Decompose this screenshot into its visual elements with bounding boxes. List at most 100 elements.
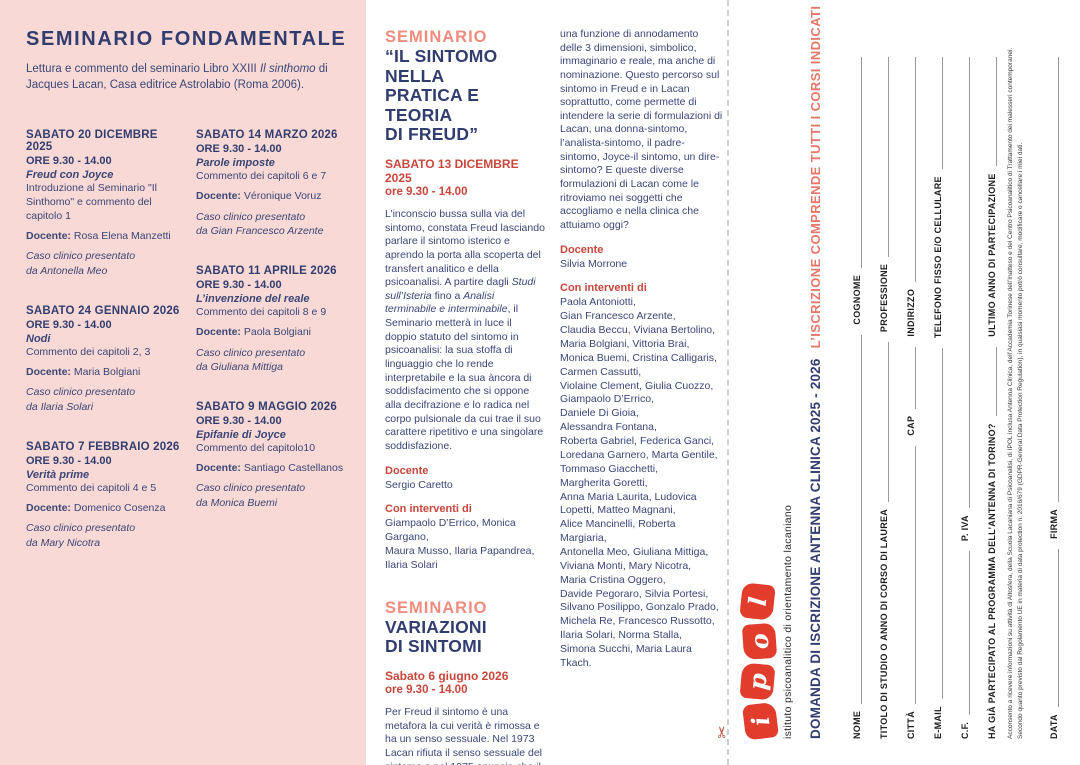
- session-caso: Caso clinico presentato da Ilaria Solari: [26, 386, 136, 413]
- form-row: C.F. P. IVA: [943, 57, 970, 739]
- seminar-2-block: SEMINARIO VARIAZIONI DI SINTOMI Sabato 6…: [385, 599, 545, 765]
- session-time: ORE 9.30 - 14.00: [26, 318, 112, 331]
- ipol-logo: i p o l: [739, 14, 779, 741]
- session-block: SABATO 7 FEBBRAIO 2026 ORE 9.30 - 14.00 …: [26, 441, 180, 551]
- docente-label: Docente: [560, 243, 604, 256]
- session-caso: Caso clinico presentato da Gian Francesc…: [196, 210, 324, 238]
- intro-book-title: Il sinthomo: [259, 63, 316, 75]
- form-note: L’ISCRIZIONE COMPRENDE TUTTI I CORSI IND…: [808, 5, 823, 349]
- session-block: SABATO 24 GENNAIO 2026 ORE 9.30 - 14.00 …: [26, 305, 180, 415]
- page-title: SEMINARIO FONDAMENTALE: [26, 28, 347, 50]
- field-label-ultimo-anno: ULTIMO ANNO DI PARTECIPAZIONE: [987, 173, 997, 337]
- seminar-column-1: SEMINARIO “IL SINTOMO NELLA PRATICA E TE…: [385, 28, 545, 765]
- seminar-column-2: una funzione di annodamento delle 3 dime…: [560, 28, 723, 671]
- form-row: HA GIÀ PARTECIPATO AL PROGRAMMA DELL’ANT…: [970, 57, 997, 739]
- session-date: SABATO 14 MARZO 2026: [196, 129, 338, 142]
- field-label-cap: CAP: [906, 415, 916, 436]
- field-label-citta: CITTÀ: [906, 711, 916, 739]
- form-row: CITTÀ CAP INDIRIZZO: [889, 57, 916, 739]
- session-title: Freud con Joyce: [26, 169, 114, 182]
- session-time: ORE 9.30 - 14.00: [196, 414, 282, 427]
- session-date: SABATO 11 APRILE 2026: [196, 265, 337, 278]
- session-date: SABATO 7 FEBBRAIO 2026: [26, 440, 180, 453]
- cut-dashed-line: [727, 0, 729, 765]
- form-row: NOME COGNOME: [835, 57, 862, 739]
- interventi-label: Con interventi di: [385, 503, 472, 516]
- logo-letter-o: o: [741, 622, 778, 660]
- form-row: TITOLO DI STUDIO O ANNO DI CORSO DI LAUR…: [862, 57, 889, 739]
- registration-form-rotated: i p o l istituto psicoanalitico di orien…: [728, 0, 1080, 765]
- session-time: ORE 9.30 - 14.00: [196, 279, 282, 292]
- sessions-grid: SABATO 20 DICEMBRE 2025 ORE 9.30 - 14.00…: [26, 129, 350, 550]
- form-rows: NOME COGNOME TITOLO DI STUDIO O ANNO DI …: [835, 14, 997, 739]
- session-title: Epifanie di Joyce: [196, 428, 286, 441]
- session-caso: Caso clinico presentato da Monica Buemi: [196, 482, 306, 510]
- seminar-time: ore 9.30 - 14.00: [385, 185, 468, 198]
- session-date: SABATO 20 DICEMBRE 2025: [26, 129, 158, 154]
- seminar-title: VARIAZIONI DI SINTOMI: [385, 616, 487, 657]
- docente-name: Silvia Morrone: [560, 257, 628, 270]
- form-title: DOMANDA DI ISCRIZIONE ANTENNA CLINICA 20…: [808, 358, 823, 739]
- privacy-line-2: Secondo quanto previsto dal Regolamento …: [1017, 142, 1025, 739]
- interventi-names: Giampaolo D’Errico, Monica Gargano, Maur…: [385, 517, 535, 571]
- session-desc: Commento dei capitoli 2, 3: [26, 345, 151, 358]
- seminar-body: L’inconscio bussa sulla via del sintomo,…: [385, 207, 545, 452]
- field-label-cognome: COGNOME: [852, 274, 862, 325]
- session-docente: Docente: Maria Bolgiani: [26, 365, 141, 378]
- seminar-date: SABATO 13 DICEMBRE 2025: [385, 156, 519, 185]
- field-label-nome: NOME: [852, 710, 862, 739]
- session-date: SABATO 9 MAGGIO 2026: [196, 400, 337, 413]
- session-date: SABATO 24 GENNAIO 2026: [26, 304, 180, 317]
- form-row: DATA FIRMA: [1032, 57, 1060, 739]
- logo-letter-i: i: [741, 701, 779, 741]
- seminar-kicker: SEMINARIO: [385, 598, 488, 617]
- field-label-data: DATA: [1049, 714, 1060, 739]
- session-docente: Docente: Rosa Elena Manzetti: [26, 229, 171, 242]
- session-title: L’invenzione del reale: [196, 293, 310, 306]
- session-block: SABATO 20 DICEMBRE 2025 ORE 9.30 - 14.00…: [26, 129, 180, 279]
- field-label-piva: P. IVA: [960, 515, 970, 542]
- session-caso: Caso clinico presentato da Giuliana Mitt…: [196, 346, 306, 374]
- write-line: [995, 57, 997, 167]
- docente-label: Docente: [385, 464, 429, 477]
- session-desc: Commento dei capitoli 6 e 7: [196, 170, 327, 183]
- session-docente: Docente: Santiago Castellanos: [196, 461, 344, 474]
- form-row: E-MAIL TELEFONO FISSO E/O CELLULARE: [916, 57, 943, 739]
- seminar-time: ore 9.30 - 14.00: [385, 683, 468, 696]
- interventi-label: Con interventi di: [560, 282, 647, 295]
- seminario-fondamentale-panel: SEMINARIO FONDAMENTALE Lettura e comment…: [0, 0, 366, 765]
- intro-suffix: di Jacques Lacan, Casa editrice Astrolab…: [26, 63, 328, 92]
- session-time: ORE 9.30 - 14.00: [26, 155, 112, 168]
- session-time: ORE 9.30 - 14.00: [196, 143, 282, 156]
- field-label-email: E-MAIL: [933, 706, 943, 739]
- seminar-title: “IL SINTOMO NELLA PRATICA E TEORIA DI FR…: [385, 46, 498, 145]
- session-desc: Introduzione al Seminario "Il Sinthomo" …: [26, 182, 157, 222]
- field-label-professione: PROFESSIONE: [879, 263, 889, 333]
- session-block: SABATO 14 MARZO 2026 ORE 9.30 - 14.00 Pa…: [196, 129, 350, 239]
- write-line: [1057, 57, 1060, 502]
- logo-letter-p: p: [739, 662, 776, 701]
- field-label-telefono: TELEFONO FISSO E/O CELLULARE: [933, 176, 943, 339]
- seminar-body: Per Freud il sintomo è una metafora la c…: [385, 705, 543, 765]
- write-line: [995, 346, 997, 417]
- session-docente: Docente: Paola Bolgiani: [196, 325, 311, 338]
- session-caso: Caso clinico presentato da Antonella Meo: [26, 250, 136, 278]
- seminar-kicker: SEMINARIO: [385, 28, 488, 46]
- field-label-indirizzo: INDIRIZZO: [906, 288, 916, 337]
- field-label-firma: FIRMA: [1049, 508, 1060, 539]
- session-title: Nodi: [26, 332, 51, 345]
- docente-name: Sergio Caretto: [385, 478, 453, 491]
- field-label-cf: C.F.: [960, 721, 970, 739]
- registration-form-panel: i p o l istituto psicoanalitico di orien…: [728, 0, 1080, 765]
- intro-text: Lettura e commento del seminario Libro X…: [26, 61, 350, 93]
- sessions-column-1: SABATO 20 DICEMBRE 2025 ORE 9.30 - 14.00…: [26, 129, 180, 550]
- field-label-titolo-studio: TITOLO DI STUDIO O ANNO DI CORSO DI LAUR…: [879, 508, 889, 739]
- session-docente: Docente: Véronique Voruz: [196, 190, 322, 203]
- session-title: Verità prime: [26, 468, 90, 481]
- session-desc: Commento dei capitoli 4 e 5: [26, 481, 157, 494]
- privacy-line-1: Acconsento a ricevere informazioni su at…: [1007, 47, 1014, 739]
- seminar-date: Sabato 6 giugno 2026: [385, 668, 509, 683]
- privacy-text: Acconsento a ricevere informazioni su at…: [1006, 14, 1026, 739]
- session-block: SABATO 11 APRILE 2026 ORE 9.30 - 14.00 L…: [196, 265, 350, 375]
